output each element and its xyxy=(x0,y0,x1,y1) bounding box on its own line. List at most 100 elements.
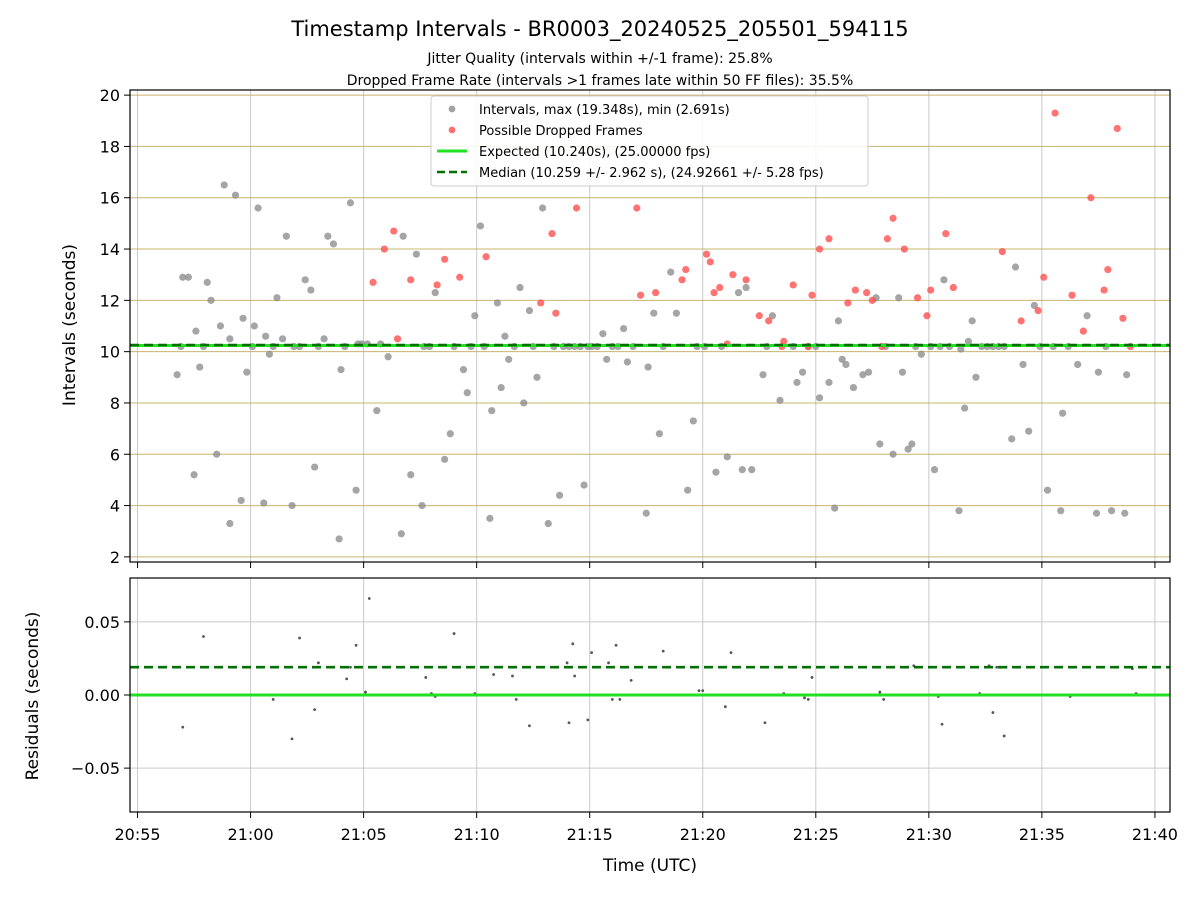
legend-marker xyxy=(448,105,456,113)
x-tick-label: 21:05 xyxy=(341,825,387,844)
residual-point xyxy=(1002,734,1006,738)
x-tick-label: 21:00 xyxy=(228,825,274,844)
residual-point xyxy=(452,632,456,635)
x-axis-label: Time (UTC) xyxy=(602,856,697,876)
residual-point xyxy=(590,651,593,654)
interval-point xyxy=(412,250,420,258)
y-tick-label: 6 xyxy=(110,445,120,464)
interval-point xyxy=(1008,435,1016,443)
residual-point xyxy=(313,708,317,712)
interval-point xyxy=(895,294,903,302)
legend-box xyxy=(430,95,869,187)
dropped-frame-point xyxy=(702,250,711,258)
interval-point xyxy=(655,430,664,438)
interval-point xyxy=(463,389,471,397)
residual-point xyxy=(573,674,577,678)
interval-point xyxy=(825,378,833,387)
interval-point xyxy=(265,350,274,358)
interval-point xyxy=(623,358,631,366)
interval-point xyxy=(917,350,925,358)
dropped-frame-point xyxy=(889,214,897,222)
residual-point xyxy=(610,697,614,701)
residual-point xyxy=(661,649,665,653)
y-tick-label: 14 xyxy=(100,240,120,259)
dropped-frame-point xyxy=(742,276,750,284)
interval-point xyxy=(399,232,407,240)
dropped-frame-point xyxy=(716,283,724,292)
interval-point xyxy=(1083,312,1091,320)
residual-point xyxy=(567,721,571,725)
interval-point xyxy=(516,283,524,292)
dropped-frame-point xyxy=(808,291,816,299)
dropped-frame-point xyxy=(765,317,773,325)
residual-point xyxy=(586,718,590,722)
interval-point xyxy=(815,394,824,402)
interval-point xyxy=(196,363,204,371)
dropped-frame-point xyxy=(537,299,545,307)
interval-point xyxy=(397,530,405,538)
interval-point xyxy=(738,466,746,474)
chart-subtitle-jitter: Jitter Quality (intervals within +/-1 fr… xyxy=(426,51,772,67)
interval-point xyxy=(324,232,332,240)
interval-point xyxy=(384,353,392,361)
interval-point xyxy=(192,327,200,335)
dropped-frame-point xyxy=(441,255,449,263)
interval-point xyxy=(904,445,912,453)
legend-label: Intervals, max (19.348s), min (2.691s) xyxy=(479,103,730,118)
residual-point xyxy=(290,737,294,741)
interval-point xyxy=(957,345,965,353)
axes-frame xyxy=(129,89,1171,563)
chart-title: Timestamp Intervals - BR0003_20240525_20… xyxy=(290,17,908,42)
interval-point xyxy=(599,330,607,338)
y-tick-label: 0.05 xyxy=(84,613,120,632)
dropped-frame-point xyxy=(393,335,402,343)
interval-point xyxy=(476,222,485,230)
residual-point xyxy=(354,643,358,647)
dropped-frame-point xyxy=(706,258,714,266)
dropped-frame-point xyxy=(729,271,737,279)
dropped-frame-point xyxy=(1034,307,1042,315)
interval-point xyxy=(930,466,939,474)
residual-point xyxy=(181,725,185,729)
interval-point xyxy=(231,191,240,199)
dropped-frame-point xyxy=(636,291,645,299)
legend-label: Expected (10.240s), (25.00000 fps) xyxy=(479,145,710,160)
interval-point xyxy=(288,501,296,510)
interval-point xyxy=(488,407,496,415)
residual-point xyxy=(298,636,301,640)
interval-point xyxy=(1011,263,1020,271)
x-tick-label: 21:10 xyxy=(454,825,500,844)
dropped-frame-point xyxy=(851,286,859,294)
interval-point xyxy=(282,232,290,240)
y-tick-label: 18 xyxy=(100,137,120,156)
interval-point xyxy=(712,468,720,476)
interval-point xyxy=(179,273,187,281)
residual-point xyxy=(806,697,810,701)
interval-point xyxy=(908,440,916,448)
interval-point xyxy=(260,499,268,507)
dropped-frame-point xyxy=(883,235,891,243)
dropped-frame-point xyxy=(1040,273,1048,281)
interval-point xyxy=(337,366,345,374)
legend-marker xyxy=(448,126,456,134)
residual-point xyxy=(701,689,705,693)
legend-label: Possible Dropped Frames xyxy=(479,124,643,139)
residual-point xyxy=(565,661,569,665)
interval-point xyxy=(505,355,513,363)
interval-point xyxy=(876,440,884,448)
interval-point xyxy=(603,355,611,363)
dropped-frame-point xyxy=(1119,314,1127,322)
interval-point xyxy=(838,355,846,363)
interval-point xyxy=(555,491,564,499)
interval-point xyxy=(373,407,381,415)
interval-point xyxy=(525,307,534,315)
interval-point xyxy=(1030,301,1038,310)
interval-point xyxy=(459,366,468,374)
interval-point xyxy=(250,322,258,330)
interval-point xyxy=(262,332,270,340)
interval-point xyxy=(226,519,234,528)
interval-point xyxy=(972,373,980,381)
interval-point xyxy=(320,335,328,343)
interval-point xyxy=(352,486,360,494)
interval-point xyxy=(407,471,415,479)
